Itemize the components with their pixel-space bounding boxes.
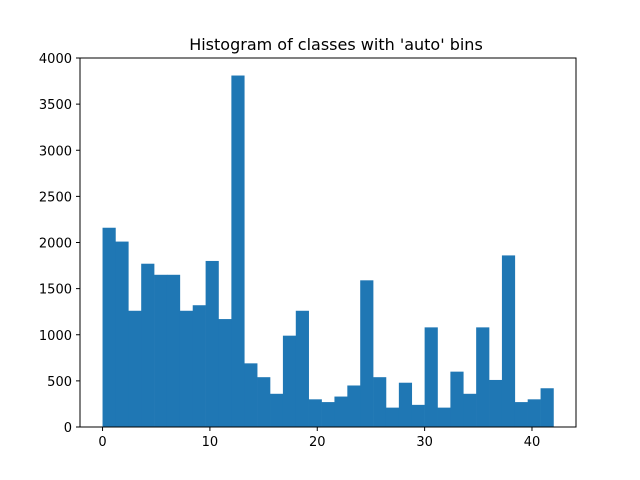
histogram-bar-32	[514, 402, 528, 427]
bars-group	[102, 75, 554, 427]
histogram-bar-20	[360, 280, 374, 427]
histogram-bar-29	[476, 327, 490, 427]
y-tick-label-6: 3000	[39, 144, 72, 159]
x-tick-label-2: 20	[309, 435, 326, 450]
histogram-bar-11	[244, 363, 258, 427]
histogram-bar-3	[141, 263, 155, 427]
x-tick-label-0: 0	[98, 435, 106, 450]
histogram-bar-23	[398, 382, 413, 427]
histogram-bar-0	[102, 227, 116, 427]
histogram-bar-16	[308, 399, 322, 427]
x-tick-label-4: 40	[524, 435, 541, 450]
histogram-bar-25	[424, 327, 438, 427]
x-axis: 0 10 20 30 40	[98, 427, 540, 450]
histogram-bar-28	[463, 393, 477, 427]
histogram-bar-8	[205, 260, 219, 427]
histogram-bar-27	[450, 371, 464, 427]
histogram-bar-18	[334, 396, 348, 427]
x-tick-label-3: 30	[416, 435, 433, 450]
histogram-bar-15	[295, 310, 309, 427]
histogram-bar-2	[128, 310, 142, 427]
plot-frame	[79, 57, 577, 428]
histogram-bar-31	[501, 255, 516, 427]
histogram-bar-12	[257, 377, 271, 427]
y-tick-label-4: 2000	[39, 237, 72, 252]
histogram-bar-1	[115, 241, 129, 427]
histogram-bar-14	[282, 335, 297, 427]
y-tick-label-2: 1000	[39, 329, 72, 344]
histogram-bar-34	[540, 388, 554, 427]
y-tick-label-7: 3500	[39, 98, 72, 113]
histogram-bar-26	[437, 407, 451, 427]
histogram-bar-19	[347, 385, 361, 427]
histogram-bar-13	[270, 393, 284, 427]
histogram-bar-10	[231, 75, 245, 427]
histogram-bar-30	[489, 379, 503, 427]
histogram-bar-7	[192, 305, 206, 427]
x-tick-label-1: 10	[202, 435, 219, 450]
y-axis: 0 500 1000 1500 2000 2500 3000 3500 4000	[39, 52, 80, 436]
histogram-bar-22	[385, 407, 400, 427]
y-tick-label-0: 0	[64, 421, 72, 436]
histogram-bar-33	[527, 399, 541, 427]
histogram-bar-17	[321, 402, 335, 427]
histogram-bar-9	[218, 319, 232, 427]
y-tick-label-3: 1500	[39, 283, 72, 298]
histogram-bar-21	[373, 377, 387, 427]
histogram-bar-6	[179, 310, 194, 427]
chart-title: Histogram of classes with 'auto' bins	[189, 35, 483, 54]
y-tick-label-1: 500	[47, 375, 72, 390]
histogram-bar-24	[411, 404, 425, 427]
histogram-bar-4	[154, 274, 168, 427]
y-tick-label-5: 2500	[39, 190, 72, 205]
y-tick-label-8: 4000	[39, 52, 72, 67]
histogram-bar-5	[166, 274, 181, 427]
